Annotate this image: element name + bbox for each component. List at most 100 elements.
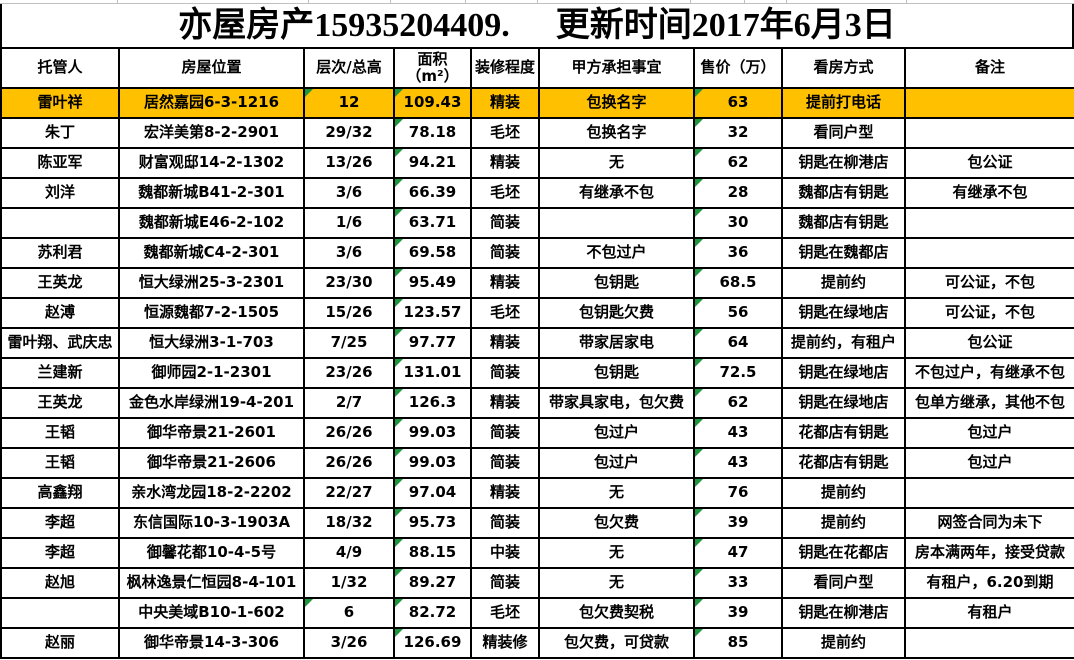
cell-location[interactable]: 御馨花都10-4-5号	[118, 537, 305, 569]
cell-decoration[interactable]: 精装	[470, 87, 540, 119]
column-header-floor[interactable]: 层次/总高	[303, 47, 395, 89]
column-header-area[interactable]: 面积 （m²）	[393, 47, 472, 89]
cell-price[interactable]: 63	[693, 87, 783, 119]
cell-floor[interactable]: 1/6	[303, 207, 395, 239]
cell-area[interactable]: 126.3	[393, 387, 472, 419]
cell-remarks[interactable]: 网签合同为未下	[904, 507, 1074, 539]
cell-trustee[interactable]: 陈亚军	[0, 147, 120, 179]
cell-floor[interactable]: 6	[303, 597, 395, 629]
cell-location[interactable]: 恒大绿洲25-3-2301	[118, 267, 305, 299]
cell-price[interactable]: 62	[693, 387, 783, 419]
cell-party-a[interactable]: 包欠费，可贷款	[538, 627, 695, 659]
cell-party-a[interactable]: 无	[538, 567, 695, 599]
cell-viewing[interactable]: 钥匙在绿地店	[781, 387, 906, 419]
cell-trustee[interactable]: 朱丁	[0, 117, 120, 149]
cell-decoration[interactable]: 精装	[470, 327, 540, 359]
cell-viewing[interactable]: 提前打电话	[781, 87, 906, 119]
cell-location[interactable]: 宏洋美第8-2-2901	[118, 117, 305, 149]
column-header-decoration[interactable]: 装修程度	[470, 47, 540, 89]
cell-floor[interactable]: 4/9	[303, 537, 395, 569]
cell-location[interactable]: 亲水湾龙园18-2-2202	[118, 477, 305, 509]
cell-location[interactable]: 魏都新城B41-2-301	[118, 177, 305, 209]
cell-remarks[interactable]: 包过户	[904, 447, 1074, 479]
cell-decoration[interactable]: 毛坯	[470, 177, 540, 209]
cell-trustee[interactable]: 赵溥	[0, 297, 120, 329]
cell-trustee[interactable]: 高鑫翔	[0, 477, 120, 509]
cell-decoration[interactable]: 精装修	[470, 627, 540, 659]
cell-area[interactable]: 95.73	[393, 507, 472, 539]
cell-decoration[interactable]: 简装	[470, 237, 540, 269]
cell-remarks[interactable]	[904, 117, 1074, 149]
cell-party-a[interactable]: 无	[538, 537, 695, 569]
cell-location[interactable]: 金色水岸绿洲19-4-201	[118, 387, 305, 419]
cell-viewing[interactable]: 花都店有钥匙	[781, 417, 906, 449]
cell-price[interactable]: 39	[693, 507, 783, 539]
cell-floor[interactable]: 12	[303, 87, 395, 119]
cell-location[interactable]: 东信国际10-3-1903A	[118, 507, 305, 539]
cell-viewing[interactable]: 提前约	[781, 267, 906, 299]
cell-trustee[interactable]: 王英龙	[0, 387, 120, 419]
cell-area[interactable]: 94.21	[393, 147, 472, 179]
cell-area[interactable]: 99.03	[393, 447, 472, 479]
cell-floor[interactable]: 3/26	[303, 627, 395, 659]
cell-remarks[interactable]: 可公证，不包	[904, 267, 1074, 299]
cell-viewing[interactable]: 钥匙在绿地店	[781, 357, 906, 389]
cell-price[interactable]: 76	[693, 477, 783, 509]
cell-area[interactable]: 97.04	[393, 477, 472, 509]
cell-viewing[interactable]: 提前约，有租户	[781, 327, 906, 359]
cell-location[interactable]: 御华帝景21-2606	[118, 447, 305, 479]
cell-price[interactable]: 62	[693, 147, 783, 179]
cell-floor[interactable]: 2/7	[303, 387, 395, 419]
cell-party-a[interactable]: 无	[538, 477, 695, 509]
cell-decoration[interactable]: 简装	[470, 357, 540, 389]
cell-remarks[interactable]	[904, 477, 1074, 509]
cell-viewing[interactable]: 花都店有钥匙	[781, 447, 906, 479]
cell-party-a[interactable]: 包欠费	[538, 507, 695, 539]
cell-trustee[interactable]: 雷叶祥	[0, 87, 120, 119]
cell-area[interactable]: 88.15	[393, 537, 472, 569]
cell-area[interactable]: 69.58	[393, 237, 472, 269]
cell-floor[interactable]: 3/6	[303, 237, 395, 269]
cell-trustee[interactable]	[0, 597, 120, 629]
cell-viewing[interactable]: 钥匙在柳港店	[781, 147, 906, 179]
cell-area[interactable]: 63.71	[393, 207, 472, 239]
cell-location[interactable]: 魏都新城E46-2-102	[118, 207, 305, 239]
cell-area[interactable]: 82.72	[393, 597, 472, 629]
cell-party-a[interactable]: 包欠费契税	[538, 597, 695, 629]
cell-party-a[interactable]: 有继承不包	[538, 177, 695, 209]
column-header-location[interactable]: 房屋位置	[118, 47, 305, 89]
cell-remarks[interactable]	[904, 87, 1074, 119]
cell-viewing[interactable]: 提前约	[781, 627, 906, 659]
cell-trustee[interactable]: 赵丽	[0, 627, 120, 659]
cell-party-a[interactable]: 带家具家电，包欠费	[538, 387, 695, 419]
cell-remarks[interactable]: 有租户	[904, 597, 1074, 629]
cell-area[interactable]: 97.77	[393, 327, 472, 359]
cell-viewing[interactable]: 魏都店有钥匙	[781, 207, 906, 239]
cell-floor[interactable]: 7/25	[303, 327, 395, 359]
cell-area[interactable]: 66.39	[393, 177, 472, 209]
cell-price[interactable]: 33	[693, 567, 783, 599]
cell-viewing[interactable]: 魏都店有钥匙	[781, 177, 906, 209]
cell-trustee[interactable]	[0, 207, 120, 239]
cell-location[interactable]: 中央美域B10-1-602	[118, 597, 305, 629]
cell-remarks[interactable]: 不包过户，有继承不包	[904, 357, 1074, 389]
cell-price[interactable]: 43	[693, 417, 783, 449]
cell-price[interactable]: 32	[693, 117, 783, 149]
cell-location[interactable]: 御师园2-1-2301	[118, 357, 305, 389]
cell-decoration[interactable]: 毛坯	[470, 597, 540, 629]
cell-floor[interactable]: 15/26	[303, 297, 395, 329]
cell-trustee[interactable]: 王韬	[0, 417, 120, 449]
cell-viewing[interactable]: 钥匙在魏都店	[781, 237, 906, 269]
cell-remarks[interactable]: 包过户	[904, 417, 1074, 449]
cell-party-a[interactable]: 带家居家电	[538, 327, 695, 359]
cell-location[interactable]: 枫林逸景仁恒园8-4-101	[118, 567, 305, 599]
cell-remarks[interactable]: 有租户，6.20到期	[904, 567, 1074, 599]
cell-location[interactable]: 御华帝景14-3-306	[118, 627, 305, 659]
cell-decoration[interactable]: 简装	[470, 507, 540, 539]
cell-location[interactable]: 恒源魏都7-2-1505	[118, 297, 305, 329]
cell-remarks[interactable]: 房本满两年，接受贷款	[904, 537, 1074, 569]
cell-remarks[interactable]: 包公证	[904, 327, 1074, 359]
cell-remarks[interactable]: 可公证，不包	[904, 297, 1074, 329]
cell-area[interactable]: 78.18	[393, 117, 472, 149]
cell-party-a[interactable]: 包换名字	[538, 117, 695, 149]
